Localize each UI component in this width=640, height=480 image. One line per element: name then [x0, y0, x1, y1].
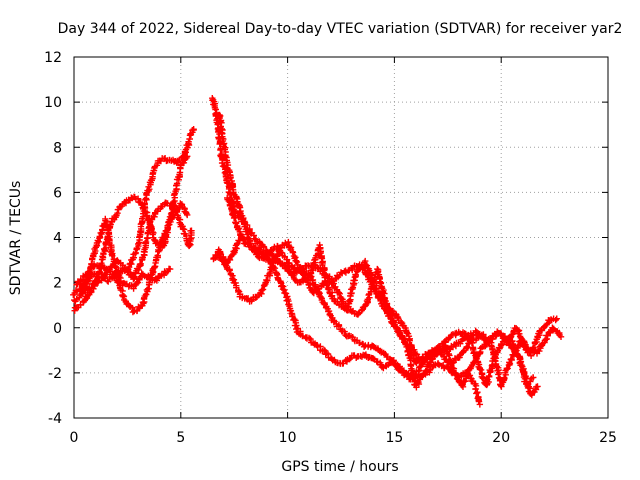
- y-tick-label: 2: [53, 276, 62, 292]
- y-tick-label: 8: [53, 140, 62, 156]
- x-tick-label: 25: [599, 430, 617, 446]
- y-tick-label: -2: [48, 366, 62, 382]
- x-tick-label: 10: [279, 430, 297, 446]
- y-tick-label: 6: [53, 185, 62, 201]
- y-tick-label: 4: [53, 231, 62, 247]
- plus-markers: [70, 126, 197, 298]
- data-series: [70, 95, 565, 408]
- series-track-10: [224, 194, 541, 399]
- x-tick-label: 20: [492, 430, 510, 446]
- grid-lines: [74, 57, 608, 418]
- y-tick-label: 0: [53, 321, 62, 337]
- y-tick-label: -4: [48, 411, 62, 427]
- chart-title: Day 344 of 2022, Sidereal Day-to-day VTE…: [58, 21, 623, 37]
- x-axis-label: GPS time / hours: [281, 459, 398, 475]
- series-track-8: [212, 238, 565, 391]
- tick-labels: 0 5 10 15 20 25 -4 -2 0 2 4 6 8 10 12: [44, 50, 617, 446]
- series-track-5: [70, 126, 197, 298]
- y-tick-label: 12: [44, 50, 62, 66]
- x-tick-label: 0: [70, 430, 79, 446]
- y-tick-label: 10: [44, 95, 62, 111]
- y-axis-label: SDTVAR / TECUs: [8, 181, 24, 296]
- plus-markers: [224, 194, 541, 399]
- x-tick-label: 5: [176, 430, 185, 446]
- x-tick-label: 15: [385, 430, 403, 446]
- tick-marks: [73, 56, 609, 419]
- plus-markers: [212, 238, 565, 391]
